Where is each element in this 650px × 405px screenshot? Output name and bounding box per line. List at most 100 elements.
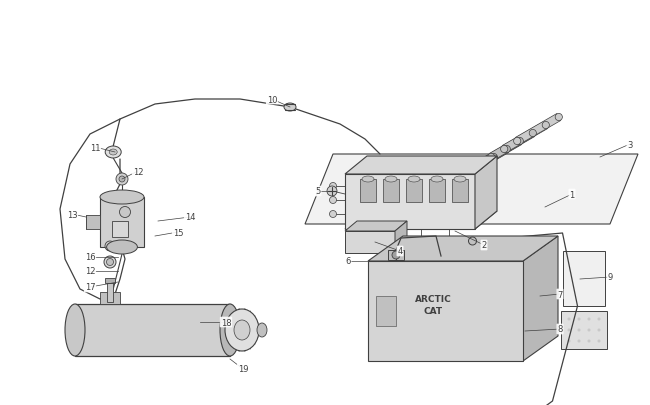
Polygon shape (475, 157, 497, 230)
Ellipse shape (225, 309, 259, 351)
Polygon shape (395, 222, 407, 254)
Polygon shape (360, 179, 376, 202)
Bar (100, 292, 120, 304)
Ellipse shape (555, 114, 562, 122)
Polygon shape (383, 179, 399, 202)
Ellipse shape (109, 149, 117, 156)
Ellipse shape (448, 178, 456, 185)
Text: 4: 4 (397, 247, 402, 256)
Ellipse shape (597, 318, 601, 321)
Text: 11: 11 (90, 143, 100, 152)
Ellipse shape (477, 162, 484, 169)
Polygon shape (463, 146, 509, 177)
Ellipse shape (577, 318, 580, 321)
Polygon shape (305, 155, 638, 224)
Polygon shape (450, 154, 496, 185)
Ellipse shape (542, 122, 549, 129)
Ellipse shape (488, 154, 495, 161)
Polygon shape (561, 311, 607, 349)
Ellipse shape (503, 146, 510, 153)
Ellipse shape (408, 177, 420, 183)
Ellipse shape (100, 190, 144, 205)
Polygon shape (452, 179, 468, 202)
Ellipse shape (462, 170, 469, 177)
Ellipse shape (500, 146, 508, 153)
Ellipse shape (577, 329, 580, 332)
Ellipse shape (234, 320, 250, 340)
Text: 15: 15 (173, 228, 183, 237)
Polygon shape (345, 175, 475, 230)
Ellipse shape (597, 329, 601, 332)
Ellipse shape (327, 187, 337, 196)
Ellipse shape (454, 177, 466, 183)
Ellipse shape (330, 183, 337, 190)
Ellipse shape (104, 256, 116, 269)
Ellipse shape (431, 177, 443, 183)
Bar (112, 222, 128, 237)
Ellipse shape (120, 207, 131, 218)
Polygon shape (345, 222, 407, 231)
Polygon shape (437, 162, 483, 193)
Ellipse shape (474, 162, 482, 169)
Text: 1: 1 (569, 190, 575, 199)
Ellipse shape (567, 329, 571, 332)
Polygon shape (368, 261, 523, 361)
Ellipse shape (105, 147, 121, 159)
Text: 10: 10 (266, 95, 278, 104)
Text: 18: 18 (221, 318, 231, 327)
Bar (86, 215, 100, 230)
Text: 12: 12 (133, 167, 143, 176)
Ellipse shape (107, 241, 137, 254)
Bar (388, 250, 404, 260)
Ellipse shape (490, 154, 497, 161)
Polygon shape (476, 138, 522, 169)
Text: 14: 14 (185, 213, 195, 222)
Ellipse shape (284, 104, 296, 112)
Text: 9: 9 (607, 273, 612, 282)
Polygon shape (75, 304, 230, 356)
Polygon shape (563, 252, 605, 306)
Ellipse shape (65, 304, 85, 356)
Polygon shape (345, 157, 497, 175)
Text: 19: 19 (238, 364, 248, 373)
Text: 5: 5 (315, 187, 320, 196)
Ellipse shape (567, 340, 571, 343)
Ellipse shape (257, 323, 267, 337)
Ellipse shape (330, 197, 337, 204)
Text: CAT: CAT (424, 307, 443, 316)
Polygon shape (345, 231, 395, 254)
Bar (105, 278, 115, 284)
Ellipse shape (588, 318, 590, 321)
Bar (107, 282, 113, 302)
Ellipse shape (116, 174, 128, 185)
Ellipse shape (107, 259, 114, 266)
Polygon shape (429, 179, 445, 202)
Text: ARCTIC: ARCTIC (415, 295, 452, 304)
Ellipse shape (516, 138, 523, 145)
Text: 3: 3 (627, 140, 632, 149)
Ellipse shape (119, 177, 125, 183)
Ellipse shape (362, 177, 374, 183)
Text: 6: 6 (345, 257, 351, 266)
Ellipse shape (514, 138, 521, 145)
Polygon shape (406, 179, 422, 202)
Text: 12: 12 (84, 267, 96, 276)
Text: 13: 13 (67, 210, 77, 219)
Ellipse shape (529, 130, 536, 137)
Polygon shape (515, 114, 561, 145)
Polygon shape (502, 122, 548, 153)
Ellipse shape (436, 186, 443, 193)
Text: 17: 17 (84, 283, 96, 292)
Ellipse shape (577, 340, 580, 343)
Ellipse shape (330, 211, 337, 218)
Ellipse shape (105, 241, 115, 252)
Text: 7: 7 (557, 290, 563, 299)
Ellipse shape (597, 340, 601, 343)
Ellipse shape (392, 252, 400, 259)
Polygon shape (376, 296, 396, 326)
Polygon shape (345, 211, 497, 230)
Ellipse shape (469, 237, 476, 245)
Ellipse shape (567, 318, 571, 321)
Ellipse shape (220, 304, 240, 356)
Polygon shape (523, 237, 558, 361)
